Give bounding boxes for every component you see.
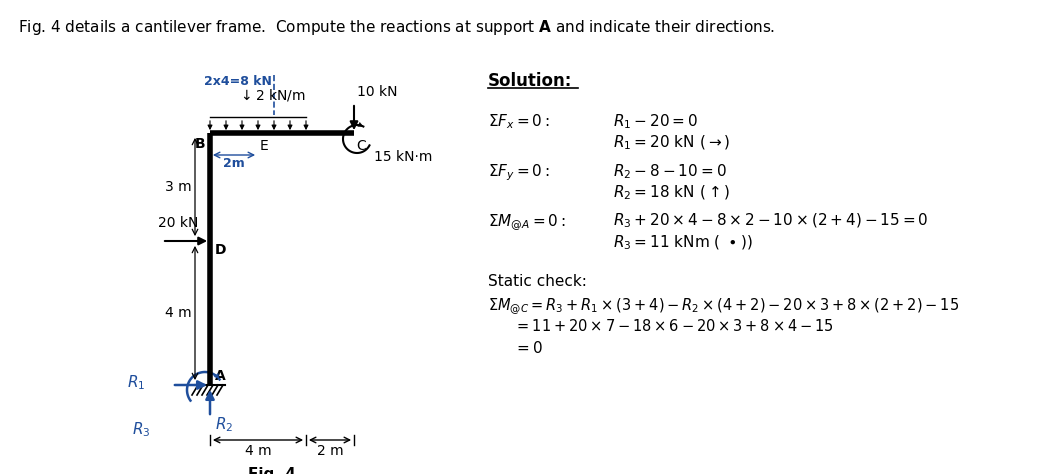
Text: $\Sigma F_y = 0:$: $\Sigma F_y = 0:$ xyxy=(488,162,550,182)
Text: 2m: 2m xyxy=(223,157,245,170)
Text: $R_3 = 11\ \mathrm{kNm}\ (\ \bullet))$: $R_3 = 11\ \mathrm{kNm}\ (\ \bullet))$ xyxy=(613,234,753,252)
Text: $R_1 = 20\ \mathrm{kN}\ (\rightarrow)$: $R_1 = 20\ \mathrm{kN}\ (\rightarrow)$ xyxy=(613,134,730,153)
Text: $R_1$: $R_1$ xyxy=(126,374,145,392)
Text: 20 kN: 20 kN xyxy=(158,216,198,230)
Text: 3 m: 3 m xyxy=(165,180,192,194)
Text: D: D xyxy=(215,243,227,257)
Text: 15 kN·m: 15 kN·m xyxy=(374,150,432,164)
Text: Solution:: Solution: xyxy=(488,72,572,90)
Text: $R_2 = 18\ \mathrm{kN}\ (\uparrow)$: $R_2 = 18\ \mathrm{kN}\ (\uparrow)$ xyxy=(613,184,730,202)
Text: B: B xyxy=(194,137,204,151)
Text: Fig. 4: Fig. 4 xyxy=(248,467,296,474)
Text: $\downarrow$2 kN/m: $\downarrow$2 kN/m xyxy=(238,87,306,103)
Text: A: A xyxy=(215,369,226,383)
Text: 2 m: 2 m xyxy=(316,444,344,458)
Text: Static check:: Static check: xyxy=(488,274,587,289)
Text: $\Sigma M_{@C} = R_3 + R_1 \times (3+4) - R_2 \times (4+2) - 20 \times 3 + 8 \ti: $\Sigma M_{@C} = R_3 + R_1 \times (3+4) … xyxy=(488,296,959,316)
Text: 4 m: 4 m xyxy=(245,444,271,458)
Text: $= 0$: $= 0$ xyxy=(514,340,544,356)
Text: $R_3 + 20 \times 4 - 8 \times 2 - 10 \times (2+4) - 15 = 0$: $R_3 + 20 \times 4 - 8 \times 2 - 10 \ti… xyxy=(613,212,929,230)
Text: E: E xyxy=(260,139,269,153)
Text: $R_2 - 8 - 10 = 0$: $R_2 - 8 - 10 = 0$ xyxy=(613,162,726,181)
Text: $R_3$: $R_3$ xyxy=(132,420,150,439)
Text: $= 11 + 20 \times 7 - 18 \times 6 - 20 \times 3 + 8 \times 4 - 15$: $= 11 + 20 \times 7 - 18 \times 6 - 20 \… xyxy=(514,318,834,334)
Text: Fig. 4 details a cantilever frame.  Compute the reactions at support $\mathbf{A}: Fig. 4 details a cantilever frame. Compu… xyxy=(18,18,775,37)
Text: 4 m: 4 m xyxy=(165,306,192,320)
Text: $R_1 - 20 = 0$: $R_1 - 20 = 0$ xyxy=(613,112,699,131)
Text: 10 kN: 10 kN xyxy=(357,85,397,99)
Text: $\Sigma F_x = 0:$: $\Sigma F_x = 0:$ xyxy=(488,112,550,131)
Text: $\Sigma M_{@A} = 0:$: $\Sigma M_{@A} = 0:$ xyxy=(488,212,566,232)
Text: $R_2$: $R_2$ xyxy=(215,416,233,434)
Text: 2x4=8 kN: 2x4=8 kN xyxy=(204,75,272,88)
Text: C: C xyxy=(356,139,366,153)
